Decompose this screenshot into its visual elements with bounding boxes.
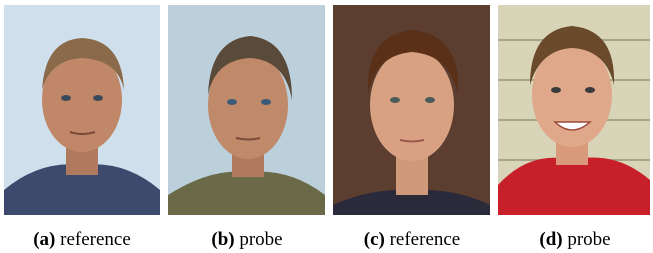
photo-b (168, 5, 325, 215)
caption-label: (c) (364, 229, 385, 250)
caption-text: probe (239, 229, 282, 250)
caption: (b) probe (211, 229, 282, 251)
caption-text: reference (390, 229, 461, 250)
caption-text: probe (567, 229, 610, 250)
caption-label: (d) (539, 229, 562, 250)
photos (0, 0, 653, 220)
caption: (d) probe (539, 229, 610, 251)
photo-a (4, 5, 160, 215)
photo-d (498, 5, 650, 215)
caption: (c) reference (364, 229, 461, 251)
caption-text: reference (60, 229, 131, 250)
caption: (a) reference (33, 229, 131, 251)
caption-label: (a) (33, 229, 55, 250)
photo-c (333, 5, 490, 215)
figure: (a) reference (b) probe (c) reference (d… (0, 0, 653, 253)
caption-label: (b) (211, 229, 234, 250)
